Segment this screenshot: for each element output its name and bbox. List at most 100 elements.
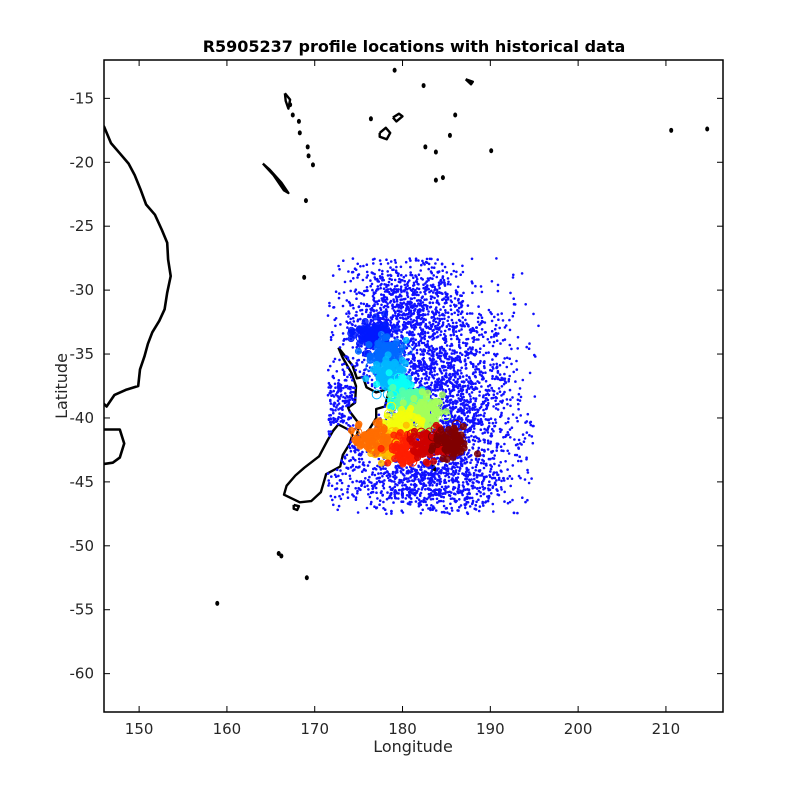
historical-point bbox=[331, 409, 335, 412]
historical-point bbox=[511, 276, 515, 279]
historical-point bbox=[356, 262, 360, 266]
historical-point bbox=[510, 362, 513, 366]
historical-point bbox=[509, 404, 512, 408]
historical-point bbox=[360, 457, 364, 461]
historical-point bbox=[427, 507, 430, 510]
historical-point bbox=[512, 511, 516, 515]
historical-point bbox=[393, 278, 397, 282]
historical-point bbox=[396, 274, 400, 278]
historical-point bbox=[468, 496, 471, 500]
historical-point bbox=[463, 406, 466, 410]
island-dot bbox=[368, 116, 373, 122]
historical-point bbox=[340, 459, 343, 462]
historical-point bbox=[427, 262, 431, 266]
historical-point bbox=[397, 481, 401, 484]
historical-point bbox=[358, 370, 362, 374]
historical-point bbox=[354, 458, 357, 462]
historical-point bbox=[420, 316, 424, 320]
historical-point bbox=[453, 497, 456, 501]
historical-point bbox=[482, 401, 486, 405]
historical-point bbox=[337, 504, 341, 508]
historical-point bbox=[437, 380, 440, 384]
historical-point bbox=[428, 365, 432, 368]
island-dot bbox=[392, 67, 397, 73]
historical-point bbox=[477, 414, 481, 417]
profile-point bbox=[382, 320, 390, 328]
historical-point bbox=[388, 277, 392, 281]
historical-point bbox=[485, 404, 488, 407]
historical-point bbox=[397, 492, 400, 495]
historical-point bbox=[334, 393, 338, 396]
historical-point bbox=[343, 280, 347, 284]
historical-point bbox=[488, 488, 492, 492]
historical-point bbox=[451, 478, 455, 482]
historical-point bbox=[348, 474, 352, 478]
historical-point bbox=[379, 468, 383, 471]
historical-point bbox=[354, 448, 358, 452]
historical-point bbox=[499, 342, 502, 345]
historical-point bbox=[456, 369, 460, 372]
historical-point bbox=[428, 495, 432, 498]
historical-point bbox=[450, 352, 454, 355]
historical-point bbox=[430, 381, 434, 385]
historical-point bbox=[417, 504, 421, 508]
historical-point bbox=[502, 436, 505, 439]
historical-point bbox=[462, 291, 465, 295]
historical-point bbox=[476, 473, 480, 477]
historical-point bbox=[377, 472, 380, 475]
coastline-tasmania bbox=[104, 428, 126, 466]
historical-point bbox=[470, 391, 474, 394]
historical-point bbox=[488, 483, 492, 487]
historical-point bbox=[422, 484, 426, 488]
historical-point bbox=[475, 326, 478, 329]
historical-point bbox=[397, 272, 400, 276]
historical-point bbox=[447, 328, 451, 331]
historical-point bbox=[493, 481, 497, 485]
historical-point bbox=[526, 412, 530, 416]
historical-point bbox=[484, 371, 487, 375]
historical-point bbox=[472, 481, 475, 485]
historical-point bbox=[489, 470, 492, 473]
historical-point bbox=[528, 433, 531, 437]
historical-point bbox=[425, 307, 429, 311]
historical-point bbox=[349, 279, 353, 283]
historical-point bbox=[351, 356, 355, 360]
historical-point bbox=[515, 453, 519, 457]
historical-point bbox=[415, 490, 418, 494]
profile-point bbox=[402, 421, 410, 429]
historical-point bbox=[331, 274, 335, 277]
historical-point bbox=[507, 433, 510, 437]
historical-point bbox=[516, 335, 520, 339]
historical-point bbox=[348, 446, 352, 450]
historical-point bbox=[465, 378, 468, 382]
historical-point bbox=[393, 290, 397, 294]
historical-point bbox=[395, 298, 399, 302]
island-dot bbox=[433, 149, 438, 155]
historical-point bbox=[480, 328, 484, 331]
historical-point bbox=[392, 501, 395, 504]
historical-point bbox=[430, 344, 433, 348]
historical-point bbox=[422, 283, 425, 287]
historical-point bbox=[397, 497, 400, 500]
historical-point bbox=[402, 289, 406, 293]
historical-point bbox=[439, 388, 442, 391]
historical-point bbox=[421, 486, 424, 489]
historical-point bbox=[373, 272, 376, 276]
historical-point bbox=[439, 419, 443, 422]
historical-point bbox=[449, 304, 452, 308]
historical-point bbox=[499, 430, 502, 434]
historical-point bbox=[487, 393, 491, 397]
historical-point bbox=[475, 330, 478, 333]
historical-point bbox=[479, 428, 483, 432]
historical-point bbox=[375, 309, 378, 312]
profile-marker bbox=[400, 379, 411, 389]
historical-point bbox=[423, 368, 426, 372]
historical-point bbox=[472, 336, 476, 339]
historical-point bbox=[365, 286, 369, 289]
historical-point bbox=[514, 443, 518, 447]
historical-point bbox=[479, 494, 483, 498]
historical-point bbox=[453, 311, 457, 315]
historical-point bbox=[429, 506, 432, 510]
historical-point bbox=[447, 388, 451, 391]
historical-point bbox=[482, 492, 485, 496]
